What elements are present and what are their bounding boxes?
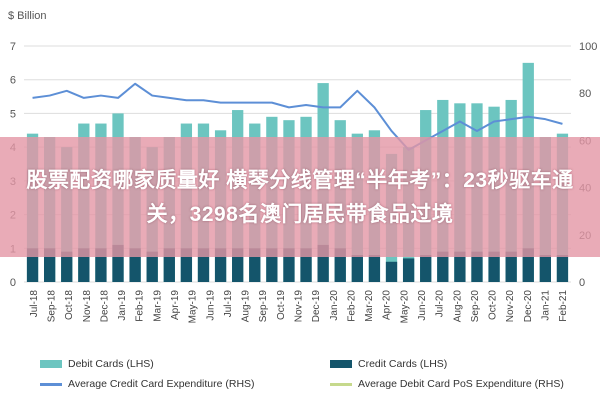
bar-credit-cards <box>300 248 312 282</box>
x-axis-tick-label: May-19 <box>188 290 199 324</box>
x-axis-tick-label: Dec-18 <box>99 290 110 323</box>
bar-credit-cards <box>197 248 210 282</box>
bar-credit-cards <box>471 251 483 282</box>
x-axis-tick-label: Oct-19 <box>276 290 287 320</box>
line-series-0 <box>32 82 563 151</box>
legend-item-avg-debit: Average Debit Card PoS Expenditure (RHS) <box>330 378 564 390</box>
bar-credit-cards <box>112 244 124 282</box>
x-axis-tick-label: Mar-19 <box>152 290 163 322</box>
x-axis-tick-label: Jun-19 <box>205 290 216 321</box>
bar-credit-cards <box>368 255 381 282</box>
bar-credit-cards <box>232 248 244 282</box>
x-axis-tick-label: Jul-19 <box>223 290 234 318</box>
legend-label-debit: Debit Cards (LHS) <box>68 358 154 370</box>
bar-credit-cards <box>556 255 569 282</box>
right-axis-tick-label: 80 <box>579 88 591 100</box>
legend-label-avg-debit: Average Debit Card PoS Expenditure (RHS) <box>358 378 564 390</box>
x-axis-tick-label: Dec-20 <box>523 290 534 323</box>
bar-credit-cards <box>214 248 227 282</box>
x-axis-tick-label: Apr-19 <box>170 290 181 320</box>
bar-credit-cards <box>129 248 141 282</box>
left-axis-tick-label: 0 <box>10 277 16 289</box>
bar-credit-cards <box>351 255 363 282</box>
bar-credit-cards <box>180 248 193 282</box>
legend-swatch-avg-credit <box>40 382 62 386</box>
left-axis-tick-label: 5 <box>10 108 16 120</box>
bar-credit-cards <box>61 251 73 282</box>
bar-credit-cards <box>385 261 398 282</box>
bar-credit-cards <box>505 251 517 282</box>
overlay-banner-text: 股票配资哪家质量好 横琴分线管理“半年考”：23秒驱车通关，3298名澳门居民带… <box>26 169 574 226</box>
bar-credit-cards <box>43 248 56 282</box>
legend-item-credit: Credit Cards (LHS) <box>330 358 447 370</box>
bar-credit-cards <box>539 255 552 282</box>
left-axis-unit-label: $ Billion <box>8 10 47 22</box>
x-axis-tick-label: Jul-20 <box>435 290 446 318</box>
x-axis-tick-label: Aug-20 <box>452 290 463 323</box>
bar-credit-cards <box>420 255 432 282</box>
x-axis-tick-label: Dec-19 <box>311 290 322 323</box>
x-axis-tick-label: Nov-20 <box>505 290 516 323</box>
x-axis-tick-label: Jan-21 <box>541 290 552 321</box>
x-axis-tick-label: Sep-19 <box>258 290 269 323</box>
bar-credit-cards <box>249 248 261 282</box>
x-axis-tick-label: Jul-18 <box>29 290 40 318</box>
bar-credit-cards <box>283 248 295 282</box>
bar-credit-cards <box>163 248 175 282</box>
bar-credit-cards <box>266 248 278 282</box>
legend-swatch-avg-debit <box>330 382 352 386</box>
bar-credit-cards <box>437 251 449 282</box>
x-axis-tick-label: Apr-20 <box>382 290 393 320</box>
x-axis-tick-label: Aug-19 <box>241 290 252 323</box>
legend-item-debit: Debit Cards (LHS) <box>40 358 154 370</box>
legend-swatch-credit <box>330 360 352 368</box>
overlay-banner <box>0 137 600 257</box>
legend-label-credit: Credit Cards (LHS) <box>358 358 448 370</box>
bar-credit-cards <box>95 248 107 282</box>
left-axis-tick-label: 7 <box>10 41 16 53</box>
bar-credit-cards <box>317 244 329 282</box>
x-axis-tick-label: Oct-18 <box>64 290 75 320</box>
bar-credit-cards <box>454 251 466 282</box>
x-axis-tick-label: May-20 <box>399 290 410 324</box>
bar-credit-cards <box>146 251 158 282</box>
bar-credit-cards <box>522 248 534 282</box>
left-axis-tick-label: 6 <box>10 75 16 87</box>
x-axis-tick-label: Oct-20 <box>488 290 499 320</box>
bar-credit-cards <box>334 248 346 282</box>
x-axis-tick-label: Jan-19 <box>117 290 128 321</box>
x-axis-tick-label: Nov-19 <box>294 290 305 323</box>
legend-label-avg-credit: Average Credit Card Expenditure (RHS) <box>68 378 255 390</box>
x-axis-tick-label: Jun-20 <box>417 290 428 321</box>
bar-credit-cards <box>402 258 415 282</box>
right-axis-tick-label: 100 <box>579 41 597 53</box>
x-axis-tick-label: Mar-20 <box>364 290 375 322</box>
x-axis-tick-label: Jan-20 <box>329 290 340 321</box>
x-axis-tick-label: Feb-20 <box>346 290 357 322</box>
legend-item-avg-credit: Average Credit Card Expenditure (RHS) <box>40 378 255 390</box>
x-axis-tick-label: Feb-19 <box>135 290 146 322</box>
legend-swatch-debit <box>40 360 62 368</box>
legend: Debit Cards (LHS) Credit Cards (LHS) Ave… <box>40 352 580 396</box>
x-axis-tick-label: Nov-18 <box>82 290 93 323</box>
right-axis-tick-label: 0 <box>579 277 585 289</box>
bar-credit-cards <box>78 248 90 282</box>
x-axis-tick-label: Sep-18 <box>46 290 57 323</box>
bar-credit-cards <box>488 251 500 282</box>
x-axis-tick-label: Feb-21 <box>558 290 569 322</box>
x-axis-tick-label: Sep-20 <box>470 290 481 323</box>
bar-credit-cards <box>26 248 39 282</box>
